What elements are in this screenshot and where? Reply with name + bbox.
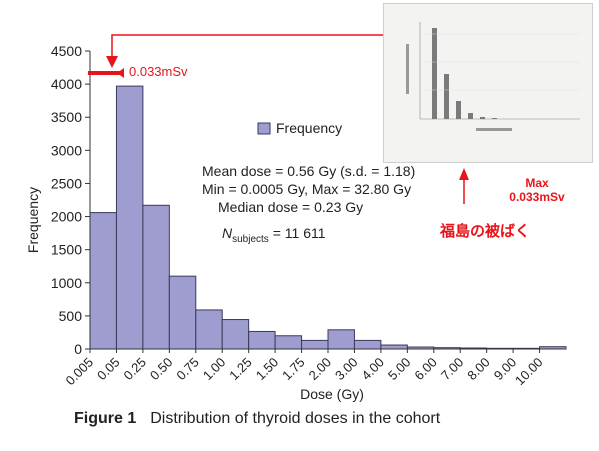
y-tick-label: 3000	[51, 142, 82, 158]
figure-caption: Figure 1 Distribution of thyroid doses in…	[74, 410, 440, 428]
x-tick-label: 0.05	[94, 355, 123, 384]
marker-arrowhead	[117, 68, 124, 78]
y-tick-label: 4000	[51, 76, 82, 92]
histogram-bar	[195, 309, 223, 350]
x-tick-label: 0.50	[147, 355, 176, 384]
x-tick-label: 2.00	[306, 355, 335, 384]
y-tick-label: 2500	[51, 175, 82, 191]
bars-group	[89, 85, 567, 350]
fukushima-note: 福島の被ばく	[439, 222, 530, 240]
histogram-bar	[221, 319, 250, 350]
pointer-line	[111, 34, 383, 58]
stats-n-subjects: Nsubjects = 11 611	[222, 225, 326, 245]
figure-label: Figure 1	[74, 410, 137, 427]
x-tick-label: 1.75	[279, 355, 308, 384]
histogram-bar	[327, 329, 355, 350]
x-tick-label: 10.00	[512, 355, 546, 389]
fukushima-inset-image	[383, 3, 593, 163]
histogram-bar	[353, 339, 382, 350]
x-tick-label: 8.00	[464, 355, 493, 384]
x-tick-label: 1.00	[200, 355, 229, 384]
inset-max-label: Max	[525, 176, 549, 190]
y-tick-label: 500	[59, 308, 83, 324]
figure-caption-text: Distribution of thyroid doses in the coh…	[150, 410, 441, 427]
legend-label: Frequency	[276, 120, 342, 136]
histogram-bar	[142, 204, 170, 350]
y-tick-label: 0	[74, 341, 82, 357]
x-tick-label: 1.25	[226, 355, 255, 384]
histogram-bar	[301, 339, 329, 350]
y-tick-label: 3500	[51, 109, 82, 125]
x-tick-label: 0.25	[121, 355, 150, 384]
y-tick-label: 1500	[51, 242, 82, 258]
x-tick-label: 5.00	[385, 355, 414, 384]
x-tick-label: 7.00	[438, 355, 467, 384]
arrow-label: 0.033mSv	[129, 64, 188, 79]
inset-mini-chart	[406, 22, 580, 131]
x-tick-label: 4.00	[359, 355, 388, 384]
histogram-bar	[274, 335, 303, 350]
y-axis-label: Frequency	[25, 187, 41, 253]
histogram-bar	[115, 85, 144, 350]
legend-swatch	[257, 122, 271, 135]
histogram-bar	[168, 275, 197, 350]
y-tick-label: 4500	[51, 43, 82, 59]
pointer-arrowhead	[106, 56, 118, 68]
y-axis: 0 500 1000 1500 2000 2500 3000 3500 4000 4500	[51, 43, 91, 357]
x-axis: 0.0050.050.250.500.751.001.251.501.752.0…	[63, 348, 566, 389]
histogram-bar	[89, 212, 117, 350]
stats-median: Median dose = 0.23 Gy	[218, 199, 363, 215]
x-tick-label: 6.00	[411, 355, 440, 384]
stats-min-max: Min = 0.0005 Gy, Max = 32.80 Gy	[202, 181, 411, 197]
histogram-bar	[248, 330, 276, 350]
y-tick-label: 2000	[51, 209, 82, 225]
x-tick-label: 1.50	[253, 355, 282, 384]
note-pointer-arrowhead	[459, 168, 469, 180]
x-tick-label: 0.75	[173, 355, 202, 384]
y-tick-label: 1000	[51, 275, 82, 291]
x-tick-label: 3.00	[332, 355, 361, 384]
histogram-bar	[380, 344, 408, 350]
x-tick-label: 0.005	[63, 355, 97, 389]
inset-max-value: 0.033mSv	[509, 190, 565, 204]
x-axis-label: Dose (Gy)	[300, 386, 364, 402]
stats-mean: Mean dose = 0.56 Gy (s.d. = 1.18)	[202, 163, 415, 179]
